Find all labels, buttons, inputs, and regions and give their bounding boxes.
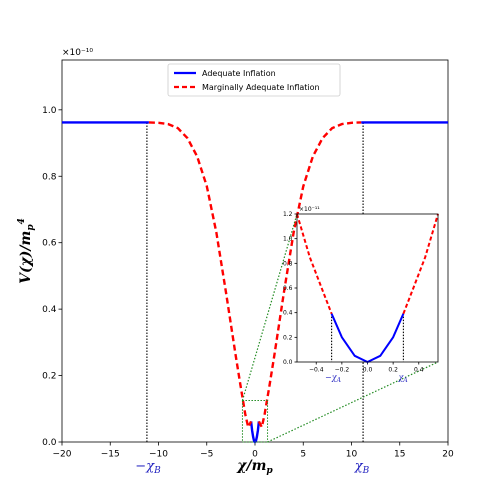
main-series-line [249, 421, 261, 444]
main-x-tick-label: −5 [200, 450, 213, 460]
main-y-tick-label: 1.0 [42, 106, 57, 116]
legend: Adequate Inflation Marginally Adequate I… [167, 63, 341, 97]
zoom-connector-line [267, 361, 439, 443]
main-series-line [257, 121, 362, 429]
y-axis-title: V(χ)/mp4 [17, 218, 36, 284]
inset-x-tick-label: 0.0 [363, 367, 373, 374]
legend-box [167, 63, 341, 97]
main-y-tick-label: 0.2 [42, 372, 56, 382]
x-axis-title: χ/mp [236, 458, 273, 476]
pos-chi-b-label: χB [354, 459, 370, 476]
zoom-indicator-layer [241, 213, 439, 443]
inset-exponent-label: ×10⁻¹¹ [299, 206, 320, 213]
legend-label-marginal: Marginally Adequate Inflation [202, 83, 320, 92]
inset-y-tick-label: 0.0 [283, 359, 293, 366]
main-series-line [148, 121, 253, 429]
main-y-tick-label: 0.8 [42, 172, 57, 182]
main-y-tick-label: 0.0 [42, 438, 57, 448]
neg-chi-a-label: −χA [325, 373, 342, 384]
legend-label-adequate: Adequate Inflation [202, 69, 276, 78]
inset-background [297, 214, 438, 362]
main-y-tick-label: 0.4 [42, 305, 57, 315]
neg-chi-b-label: −χB [135, 459, 161, 476]
inset-tick-layer: −0.4 −0.2 0.0 0.2 0.4 0.0 0.2 0.4 0.6 0.8 1.0 1.2 [283, 211, 424, 374]
inset-y-tick-label: 0.4 [283, 310, 293, 317]
main-x-tick-label: 20 [442, 450, 454, 460]
zoom-connector-line [241, 213, 298, 401]
inset-y-tick-label: 0.8 [283, 260, 293, 267]
inset-y-tick-label: 1.2 [283, 211, 293, 218]
inset-series-line [296, 213, 333, 315]
main-tick-layer: −20 −15 −10 −5 0 5 10 15 20 0.0 0.2 0.4 0.6 0.8 1.0 [42, 106, 454, 460]
main-exponent-label: ×10⁻¹⁰ [62, 48, 93, 58]
pos-chi-a-label: χA [397, 373, 408, 384]
inset-y-tick-label: 0.2 [283, 334, 293, 341]
main-y-tick-label: 0.6 [42, 239, 57, 249]
main-x-tick-label: 10 [346, 450, 358, 460]
zoom-box [241, 399, 269, 443]
main-x-tick-label: −15 [101, 450, 120, 460]
inset-y-tick-label: 0.6 [283, 285, 293, 292]
main-x-tick-label: 0 [252, 450, 258, 460]
main-x-tick-label: −20 [53, 450, 72, 460]
inset-x-tick-label: −0.4 [309, 367, 324, 374]
main-x-tick-label: 5 [300, 450, 306, 460]
inset-series-line [402, 213, 439, 315]
inset-x-tick-label: 0.4 [414, 367, 424, 374]
inset-x-tick-label: 0.2 [388, 367, 398, 374]
main-x-tick-label: −10 [149, 450, 168, 460]
inset-y-tick-label: 1.0 [283, 236, 293, 243]
svg-text:V(χ)/mp4: V(χ)/mp4 [17, 218, 36, 284]
inset-x-tick-label: −0.2 [335, 367, 350, 374]
main-x-tick-label: 15 [394, 450, 405, 460]
inset-plot-frame [296, 213, 439, 363]
